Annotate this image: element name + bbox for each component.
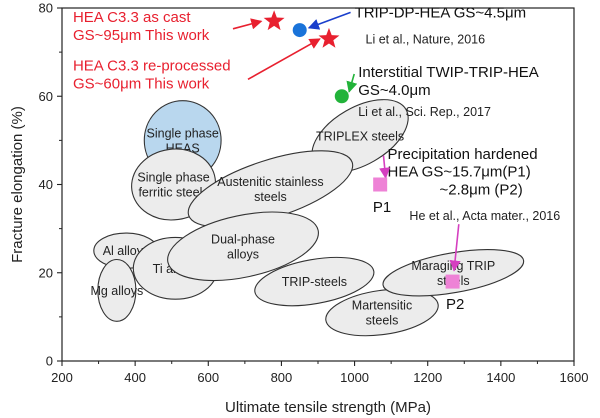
region-label: Single phase — [137, 171, 209, 185]
point-hea-c3-3-re-processed — [318, 27, 340, 48]
x-tick-label: 1000 — [340, 370, 369, 385]
annotation-text: HEA C3.3 as cast — [73, 9, 191, 26]
annotation-text: Precipitation hardened — [387, 146, 537, 163]
x-axis-title: Ultimate tensile strength (MPa) — [225, 399, 431, 416]
annotation-text: TRIP-DP-HEA GS~4.5μm — [355, 5, 527, 22]
annotation-arrow — [232, 18, 263, 30]
region-label: Mg alloys — [90, 284, 143, 298]
x-tick-label: 800 — [271, 370, 293, 385]
annotation-heRef: He et al., Acta mater., 2016 — [409, 209, 560, 223]
region-label: alloys — [227, 247, 259, 261]
region-label: steels — [254, 190, 287, 204]
point-p2 — [445, 274, 460, 289]
point-hea-c3-3-as-cast — [263, 10, 285, 31]
region-label: Dual-phase — [211, 232, 275, 246]
annotation-text: HEA GS~15.7μm(P1) — [387, 164, 530, 181]
y-tick-label: 80 — [39, 1, 53, 16]
region-trip-steels: TRIP-steels — [254, 256, 375, 307]
region-label: TRIP-steels — [282, 275, 347, 289]
point-trip-dp-hea — [292, 23, 307, 38]
region-label: ferritic steels — [138, 186, 208, 200]
region-label: TRIPLEX steels — [316, 129, 404, 143]
annotation-p2: P2 — [446, 296, 464, 313]
annotation-arrow — [379, 155, 391, 179]
annotation-text: Interstitial TWIP-TRIP-HEA — [358, 64, 539, 81]
annotation-p1: P1 — [373, 199, 391, 216]
annotation-text: He et al., Acta mater., 2016 — [409, 209, 560, 223]
x-tick-label: 1200 — [413, 370, 442, 385]
annotation-text: GS~95μm This work — [73, 27, 210, 44]
annotation-tripdpRef: Li et al., Nature, 2016 — [366, 32, 486, 46]
annotation-arrow — [346, 73, 358, 93]
y-tick-label: 40 — [39, 177, 53, 192]
y-tick-label: 0 — [46, 354, 53, 369]
annotation-text: Li et al., Nature, 2016 — [366, 32, 486, 46]
annotation-text: GS~60μm This work — [73, 75, 210, 92]
y-tick-label: 20 — [39, 265, 53, 280]
annotation-text: P2 — [446, 296, 464, 313]
annotation-arrow — [307, 11, 351, 30]
annotation-text: GS~4.0μm — [358, 82, 430, 99]
point-interstitial-twip-trip-hea — [334, 89, 349, 104]
y-tick-label: 60 — [39, 89, 53, 104]
x-tick-label: 1600 — [560, 370, 589, 385]
point-p1 — [373, 177, 388, 192]
region-label: steels — [366, 313, 399, 327]
region-mg-alloys: Mg alloys — [90, 258, 143, 322]
region-label: Martensitic — [352, 298, 412, 312]
annotation-text: P1 — [373, 199, 391, 216]
annotation-text: Li et al., Sci. Rep., 2017 — [358, 105, 491, 119]
x-tick-label: 600 — [197, 370, 219, 385]
y-axis-title: Fracture elongation (%) — [9, 106, 26, 263]
annotation-twipRef: Li et al., Sci. Rep., 2017 — [358, 105, 491, 119]
region-label: Maraging TRIP — [411, 259, 495, 273]
annotation-text: HEA C3.3 re-processed — [73, 58, 231, 75]
annotation-arrow-p2 — [449, 224, 461, 272]
x-tick-label: 1400 — [486, 370, 515, 385]
region-label: Austenitic stainless — [217, 175, 323, 189]
annotation-tripdp: TRIP-DP-HEA GS~4.5μm — [307, 5, 527, 30]
annotation-arrow — [247, 38, 321, 81]
region-label: Single phase — [147, 126, 219, 140]
annotation-text: ~2.8μm (P2) — [439, 181, 522, 198]
x-tick-label: 200 — [51, 370, 73, 385]
x-tick-label: 400 — [124, 370, 146, 385]
